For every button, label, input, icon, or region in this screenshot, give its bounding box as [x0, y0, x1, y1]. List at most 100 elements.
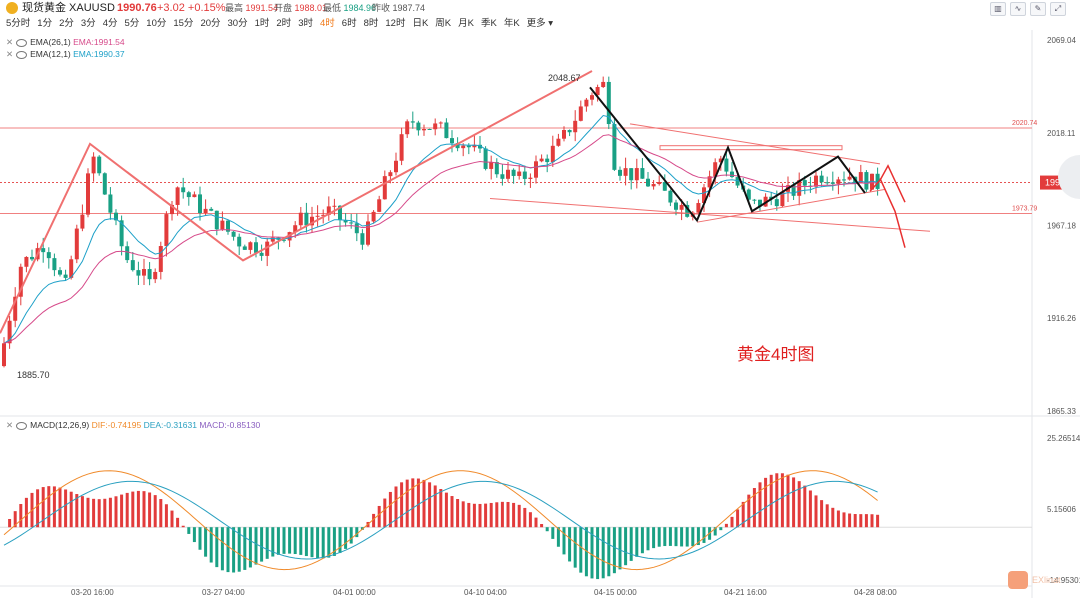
macd-histogram [8, 473, 880, 580]
timeframe-4[interactable]: 4分 [102, 18, 118, 29]
macd-bar [19, 504, 23, 528]
timeframe-16[interactable]: 12时 [385, 18, 406, 29]
macd-bar [271, 527, 275, 557]
timeframe-20[interactable]: 季K [480, 18, 497, 29]
timeframe-13[interactable]: 4时 [319, 18, 335, 29]
candle-body [634, 168, 639, 181]
candle-body [847, 176, 852, 180]
timeframe-19[interactable]: 月K [458, 18, 474, 29]
candle-body [797, 180, 802, 196]
timeframe-17[interactable]: 日K [412, 18, 429, 29]
draw-tool-icon[interactable]: ✎ [1030, 2, 1046, 16]
time-axis-label: 04-10 04:00 [464, 588, 507, 597]
candle-body [864, 172, 869, 190]
timeframe-18[interactable]: 周K [435, 18, 452, 29]
time-axis-label: 04-15 00:00 [594, 588, 637, 597]
candle-body [186, 192, 191, 198]
macd-bar [495, 502, 499, 528]
candle-body [606, 81, 611, 125]
macd-bar [792, 477, 796, 528]
macd-bar [394, 486, 398, 528]
timeframe-15[interactable]: 8时 [363, 18, 379, 29]
indicator-icon[interactable]: ∿ [1010, 2, 1026, 16]
dea-line [3, 480, 878, 560]
candle-body [58, 270, 62, 275]
candle-body [349, 222, 354, 224]
timeframe-7[interactable]: 15分 [173, 18, 194, 29]
chart-type-icon[interactable]: ▥ [990, 2, 1006, 16]
macd-bar [47, 486, 51, 528]
watermark-logo-icon [1008, 571, 1028, 589]
macd-bar [148, 492, 152, 528]
timeframe-11[interactable]: 2时 [276, 18, 292, 29]
rising-trend-line [696, 188, 886, 223]
macd-bar [52, 486, 56, 528]
watermark-text: EXlinat [1032, 575, 1061, 585]
timeframe-21[interactable]: 年K [503, 18, 520, 29]
candle-body [685, 204, 690, 217]
close-icon[interactable]: ✕ [6, 420, 14, 430]
macd-bar [573, 527, 577, 568]
timeframe-6[interactable]: 10分 [146, 18, 167, 29]
timeframe-0[interactable]: 5分时 [6, 18, 31, 29]
macd-bar [702, 527, 706, 543]
candle-body [142, 269, 146, 276]
timeframe-9[interactable]: 30分 [227, 18, 248, 29]
macd-bar [512, 502, 516, 528]
macd-bar [204, 527, 208, 557]
macd-bar [568, 527, 572, 562]
macd-bar [136, 490, 140, 528]
candle-body [539, 158, 544, 162]
candle-body [534, 161, 538, 178]
timeframe-3[interactable]: 3分 [80, 18, 96, 29]
candle-body [360, 233, 365, 245]
timeframe-14[interactable]: 6时 [341, 18, 357, 29]
candle-body [7, 320, 12, 344]
box-zone [659, 145, 843, 151]
close-icon[interactable]: ✕ [6, 49, 14, 59]
macd-bar [640, 527, 644, 554]
candle-body [326, 206, 331, 215]
macd-bar [13, 511, 17, 528]
macd-bar [131, 491, 135, 528]
fullscreen-icon[interactable]: ⤢ [1050, 2, 1066, 16]
lower-channel-line [489, 198, 931, 232]
timeframe-10[interactable]: 1时 [254, 18, 270, 29]
candle-body [774, 199, 779, 207]
eye-icon[interactable] [16, 38, 28, 47]
timeframe-12[interactable]: 3时 [298, 18, 313, 29]
macd-bar [439, 488, 443, 528]
macd-bar [668, 527, 672, 546]
timeframe-2[interactable]: 2分 [59, 18, 74, 29]
timeframe-8[interactable]: 20分 [200, 18, 221, 29]
close-icon[interactable]: ✕ [6, 37, 14, 47]
macd-bar [556, 527, 560, 547]
symbol-title[interactable]: 现货黄金 XAUUSD [22, 2, 115, 14]
macd-bar [170, 510, 174, 528]
eye-icon[interactable] [16, 421, 28, 430]
macd-bar [344, 527, 348, 549]
candle-body [86, 173, 90, 215]
timeframe-5[interactable]: 5分 [124, 18, 140, 29]
candle-body [416, 122, 421, 131]
time-axis-label: 04-28 08:00 [854, 588, 897, 597]
timeframe-1[interactable]: 1分 [37, 18, 53, 29]
support-label: 1973.79 [1012, 205, 1037, 212]
candle-body [875, 173, 880, 189]
macd-bar [764, 477, 768, 528]
candle-body [433, 123, 438, 130]
upper-channel-line [629, 123, 881, 165]
candle-body [164, 214, 169, 247]
macd-bar [820, 500, 824, 528]
candle-body [562, 130, 566, 139]
candle-body [52, 258, 57, 271]
candle-body [13, 296, 18, 321]
prev-close-stat: 昨收 1987.74 [372, 3, 426, 13]
macd-bar [730, 516, 734, 528]
eye-icon[interactable] [16, 50, 28, 59]
candle-body [702, 187, 706, 204]
candle-body [489, 162, 494, 169]
macd-bar [657, 527, 661, 547]
timeframe-22[interactable]: 更多 ▾ [526, 18, 554, 29]
